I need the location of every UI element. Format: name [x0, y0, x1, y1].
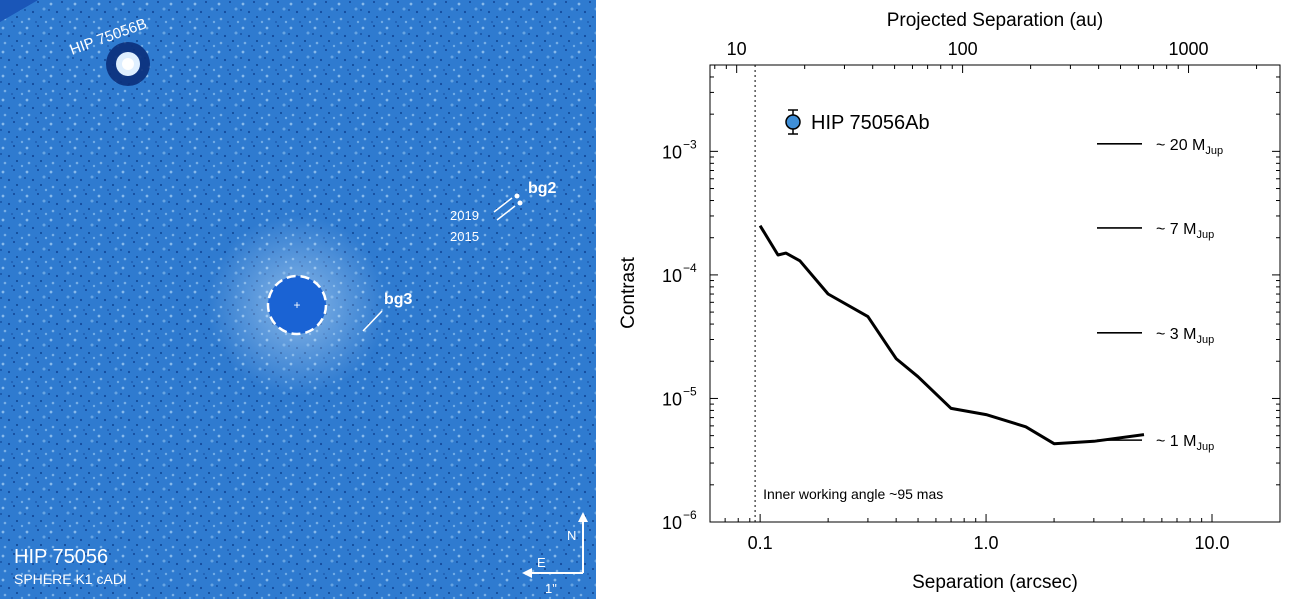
inner-working-angle-label: Inner working angle ~95 mas [763, 486, 943, 502]
y-tick-label: 10 [662, 142, 682, 162]
coronagraph-mask [268, 276, 326, 334]
bg3-pointer [362, 310, 383, 332]
contrast-curve-chart: 0.1 1.0 10.0 10−610−510−410−3 10 100 1000 Pr… [618, 10, 1281, 593]
compass-east: E [537, 555, 546, 570]
axis-ticks [709, 64, 1281, 523]
legend-marker-icon [785, 109, 801, 135]
mask-outline [266, 274, 328, 336]
star-center-marker: + [293, 298, 300, 312]
legend-label: HIP 75056Ab [811, 112, 930, 134]
y-tick-label: 10 [662, 513, 682, 533]
x-tick-label: 0.1 [748, 533, 773, 553]
epoch-2015-label: 2015 [450, 229, 479, 244]
contrast-curve-line [758, 224, 1145, 446]
y-tick-exponent: −4 [683, 261, 697, 275]
plot-frame [709, 64, 1281, 523]
y-tick-exponent: −6 [683, 508, 697, 522]
y-tick-exponent: −5 [683, 384, 697, 398]
epoch-2019-label: 2019 [450, 208, 479, 223]
y-tick-label: 10 [662, 389, 682, 409]
y-tick-labels: 10−610−510−410−3 [662, 137, 697, 533]
bg2-label: bg2 [528, 180, 557, 197]
x-axis-title: Separation (arcsec) [912, 572, 1078, 593]
top-x-tick-label: 10 [727, 39, 747, 59]
bg3-label: bg3 [384, 291, 413, 308]
x-tick-labels: 0.1 1.0 10.0 [748, 533, 1230, 553]
top-x-tick-label: 1000 [1169, 39, 1209, 59]
x-tick-label: 10.0 [1194, 533, 1229, 553]
compass-north: N [567, 528, 576, 543]
direct-image-panel: + HIP 75056B bg2 2019 2015 bg3 HIP 75056… [0, 0, 596, 599]
bg2-source [493, 193, 523, 221]
top-x-tick-labels: 10 100 1000 [727, 39, 1209, 59]
instrument-label: SPHERE K1 cADI [14, 571, 127, 587]
compass-icon [522, 512, 588, 578]
top-x-tick-label: 100 [948, 39, 978, 59]
y-axis-title: Contrast [618, 256, 639, 329]
companion-b-source [106, 42, 150, 86]
scale-bar-label: 1" [545, 581, 557, 596]
x-tick-label: 1.0 [974, 533, 999, 553]
target-name: HIP 75056 [14, 546, 108, 568]
top-x-axis-title: Projected Separation (au) [887, 10, 1104, 31]
y-tick-exponent: −3 [683, 137, 697, 151]
y-tick-label: 10 [662, 266, 682, 286]
